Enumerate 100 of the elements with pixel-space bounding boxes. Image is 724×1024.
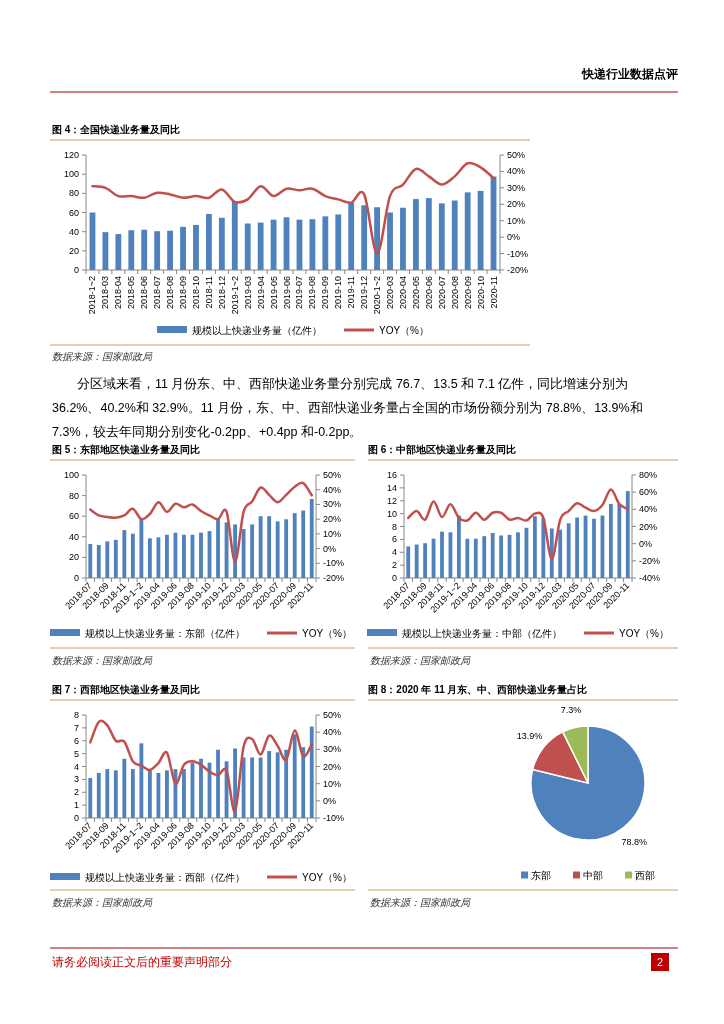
bar bbox=[130, 769, 135, 818]
bar bbox=[88, 544, 93, 578]
y-tick-label: 120 bbox=[63, 150, 79, 160]
bar bbox=[335, 214, 342, 270]
text: 快递行业数据点评 bbox=[580, 66, 678, 83]
bar bbox=[400, 207, 406, 270]
text: 分区域来看，11 月份东、中、西部快递业务量分别完成 76.7、13.5 和 7.1 亿件，同比增速分别为 36.2%、40.2%和 32.9%。11 月份，东、中、西部快递业务量占全国的市场份额分别为 78.8%、13.9%和 7.3%，较去年同期分别变化-0.2pp、+0.4pp 和-0.2pp。 bbox=[52, 376, 644, 441]
bar bbox=[165, 770, 169, 818]
x-tick-label: 2020-03 bbox=[385, 276, 396, 310]
y-tick-label: 0 bbox=[73, 265, 79, 275]
y2-tick-label: 20% bbox=[639, 521, 658, 532]
bar bbox=[465, 538, 470, 578]
bar bbox=[105, 769, 110, 818]
bar bbox=[482, 536, 487, 578]
y-tick-label: 8 bbox=[391, 521, 397, 532]
legend-label: 西部 bbox=[635, 869, 655, 881]
bar bbox=[490, 532, 495, 578]
y-tick-label: 100 bbox=[63, 169, 79, 180]
bar bbox=[477, 190, 484, 270]
y2-tick-label: 50% bbox=[323, 710, 342, 720]
bar bbox=[122, 758, 127, 818]
bar bbox=[451, 200, 458, 270]
y-tick-label: 2 bbox=[391, 560, 397, 571]
bar bbox=[387, 212, 393, 270]
y2-tick-label: -20% bbox=[639, 555, 661, 566]
x-tick-label: 2019-11 bbox=[346, 276, 357, 309]
bar bbox=[218, 217, 225, 270]
bar bbox=[105, 541, 110, 578]
x-tick-label: 2018-09 bbox=[178, 276, 189, 310]
legend-label: YOY（%） bbox=[301, 871, 353, 883]
bar bbox=[592, 518, 596, 578]
bar bbox=[541, 518, 546, 578]
y-tick-label: 0 bbox=[73, 813, 79, 823]
bar bbox=[141, 229, 148, 270]
y2-tick-label: -20% bbox=[323, 573, 345, 583]
y2-tick-label: 20% bbox=[323, 761, 342, 772]
bar bbox=[499, 535, 504, 578]
y2-tick-label: -10% bbox=[507, 248, 529, 259]
bar bbox=[257, 222, 264, 270]
bar bbox=[244, 223, 251, 270]
bar bbox=[193, 224, 199, 270]
x-tick-label: 2019-10 bbox=[333, 276, 344, 310]
legend-label: 规模以上快递业务量：中部（亿件） bbox=[401, 627, 562, 639]
x-tick-label: 2020-08 bbox=[449, 276, 460, 310]
x-tick-label: 2019-03 bbox=[242, 276, 253, 310]
bar bbox=[167, 230, 173, 270]
bar bbox=[413, 199, 419, 270]
x-tick-label: 2018-07 bbox=[152, 276, 163, 310]
bar bbox=[473, 538, 478, 578]
y2-tick-label: 80% bbox=[639, 470, 658, 480]
source-note: 数据来源：国家邮政局 bbox=[370, 654, 472, 668]
x-tick-label: 2019-05 bbox=[268, 276, 279, 310]
bar bbox=[206, 213, 212, 270]
text: 请务必阅读正文后的重要声明部分 bbox=[52, 954, 233, 971]
line-series bbox=[91, 161, 495, 255]
x-tick-label: 2019-12 bbox=[359, 276, 370, 310]
legend-label: YOY（%） bbox=[378, 324, 430, 336]
bar bbox=[147, 538, 152, 578]
y2-tick-label: 40% bbox=[323, 484, 342, 495]
x-tick-label: 2019-09 bbox=[320, 276, 331, 310]
bar bbox=[566, 523, 571, 578]
bar bbox=[250, 757, 255, 818]
bar bbox=[115, 234, 122, 270]
y-tick-label: 8 bbox=[73, 710, 79, 720]
legend-label: 规模以上快递业务量：东部（亿件） bbox=[84, 627, 245, 639]
bar bbox=[438, 203, 445, 270]
bar bbox=[309, 219, 316, 270]
chart-title: 图 5：东部地区快递业务量及同比 bbox=[52, 444, 201, 455]
bar bbox=[625, 491, 630, 578]
bar bbox=[270, 219, 277, 270]
y2-tick-label: -10% bbox=[323, 813, 345, 823]
y-tick-label: 20 bbox=[68, 552, 79, 563]
chart-title: 图 6：中部地区快递业务量及同比 bbox=[368, 444, 517, 455]
y2-tick-label: -20% bbox=[507, 265, 529, 275]
y-tick-label: 6 bbox=[391, 534, 397, 545]
line-series bbox=[89, 719, 313, 813]
y-tick-label: 80 bbox=[68, 188, 79, 199]
y2-tick-label: 10% bbox=[323, 778, 342, 789]
bar bbox=[284, 519, 289, 578]
y2-tick-label: 0% bbox=[323, 543, 337, 554]
bar bbox=[617, 503, 622, 578]
y-tick-label: 4 bbox=[391, 547, 397, 558]
bar bbox=[241, 529, 246, 578]
legend-label: 规模以上快递业务量（亿件） bbox=[191, 324, 322, 336]
x-tick-label: 2018-1~2 bbox=[87, 276, 98, 315]
source-note: 数据来源：国家邮政局 bbox=[370, 896, 472, 910]
y2-tick-label: 30% bbox=[323, 744, 342, 755]
bar bbox=[425, 198, 432, 270]
bar bbox=[348, 202, 355, 270]
data-label: 7.3% bbox=[560, 704, 582, 715]
y2-tick-label: 50% bbox=[507, 150, 526, 160]
y2-tick-label: 10% bbox=[507, 215, 526, 226]
chart-title: 图 4：全国快递业务量及同比 bbox=[52, 124, 181, 135]
x-tick-label: 2020-09 bbox=[462, 276, 473, 310]
x-tick-label: 2018-10 bbox=[190, 276, 201, 310]
bar bbox=[440, 531, 444, 578]
bar bbox=[139, 743, 144, 818]
bar bbox=[575, 517, 580, 578]
y2-tick-label: 40% bbox=[639, 504, 658, 515]
bar bbox=[292, 734, 297, 818]
